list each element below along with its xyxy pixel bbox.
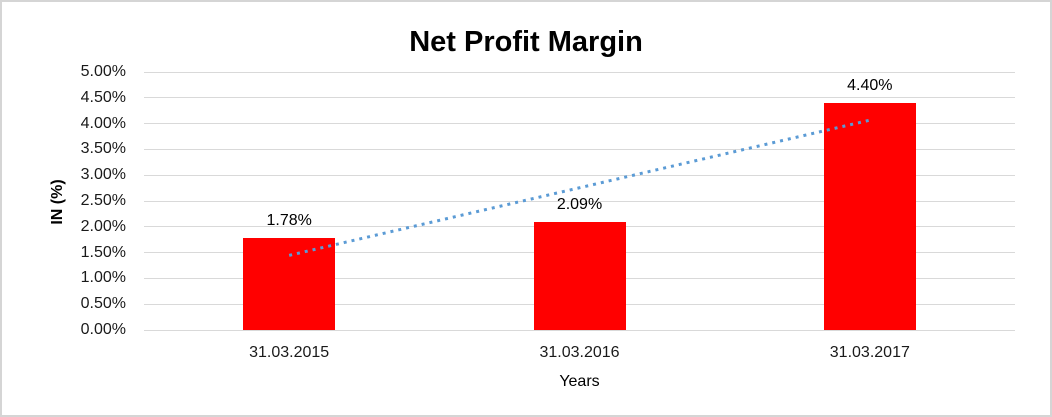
- y-tick-label: 4.50%: [80, 88, 126, 106]
- trendline: [288, 118, 871, 257]
- y-gridline: [144, 97, 1015, 99]
- y-tick-label: 3.50%: [80, 140, 126, 158]
- y-tick-label: 5.00%: [80, 63, 126, 80]
- y-gridline: [144, 174, 1015, 176]
- y-gridline: [144, 200, 1015, 202]
- chart-title: Net Profit Margin: [409, 26, 643, 58]
- plot-area: 1.78% 2.09% 4.40%: [144, 71, 1015, 331]
- x-tick-label: 31.03.2015: [249, 344, 330, 361]
- y-gridline: [144, 123, 1015, 125]
- bar: [533, 222, 626, 330]
- y-gridline: [144, 71, 1015, 73]
- y-tick-label: 0.00%: [80, 321, 126, 338]
- bar-value-label: 4.40%: [847, 76, 893, 94]
- y-tick-label: 2.00%: [80, 217, 126, 235]
- bar-value-label: 2.09%: [556, 196, 603, 214]
- trendline-dotted-line: [288, 118, 871, 257]
- bar: [243, 238, 336, 330]
- y-tick-label: 3.00%: [80, 166, 126, 184]
- bar: [823, 102, 916, 330]
- y-tick-label: 1.00%: [80, 269, 126, 287]
- y-tick-label: 4.00%: [80, 114, 126, 132]
- bar-value-label: 1.78%: [266, 212, 312, 230]
- y-gridline: [144, 329, 1015, 331]
- y-tick-label: 0.50%: [80, 295, 126, 313]
- x-tick-label: 31.03.2016: [539, 344, 620, 361]
- y-tick-label: 1.50%: [80, 243, 126, 261]
- x-tick-label: 31.03.2017: [829, 344, 910, 361]
- y-gridline: [144, 148, 1015, 150]
- y-tick-label: 2.50%: [80, 192, 126, 209]
- x-axis-title: Years: [559, 373, 600, 390]
